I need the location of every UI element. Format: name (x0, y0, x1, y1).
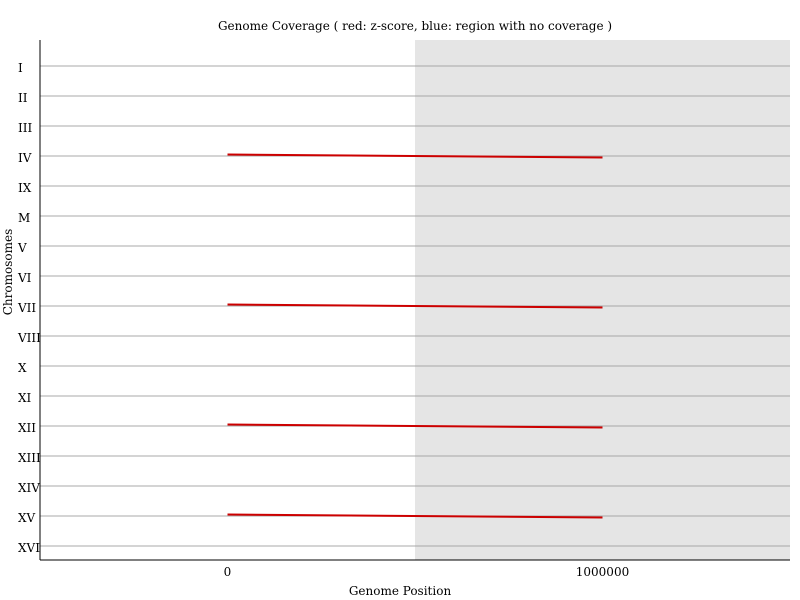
y-axis-title: Chromosomes (1, 229, 15, 316)
y-tick-label-iv: IV (18, 151, 32, 165)
y-tick-label-viii: VIII (17, 331, 41, 345)
series-line-vii (227, 303, 603, 309)
y-tick-label-xiv: XIV (18, 481, 40, 495)
y-tick-label-i: I (18, 61, 23, 75)
y-tick-label-xi: XI (18, 391, 32, 405)
y-tick-label-m: M (18, 211, 30, 225)
y-tick-label-iii: III (18, 121, 32, 135)
x-axis-title: Genome Position (349, 584, 452, 598)
y-tick-label-xii: XII (18, 421, 36, 435)
y-tick-label-x: X (18, 361, 27, 375)
x-tick-label-0: 0 (224, 565, 232, 579)
series-line-xv (227, 513, 603, 519)
x-tick-label-1: 1000000 (576, 565, 629, 579)
shaded-region (415, 40, 790, 560)
y-tick-label-ii: II (18, 91, 28, 105)
y-tick-label-vii: VII (17, 301, 36, 315)
y-tick-label-xv: XV (18, 511, 36, 525)
y-tick-label-ix: IX (18, 181, 32, 195)
y-tick-label-v: V (17, 241, 27, 255)
chart-title: Genome Coverage ( red: z-score, blue: re… (218, 19, 612, 33)
y-tick-label-xvi: XVI (18, 541, 40, 555)
series-line-xii (227, 423, 603, 429)
y-tick-label-vi: VI (17, 271, 32, 285)
y-tick-label-xiii: XIII (18, 451, 41, 465)
series-line-iv (227, 153, 603, 159)
